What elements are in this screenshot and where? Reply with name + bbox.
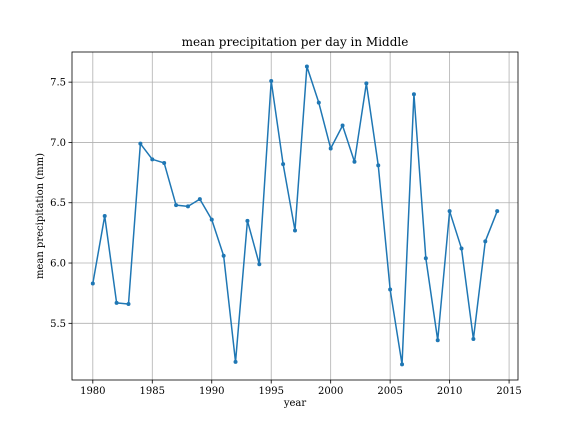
chart-title: mean precipitation per day in Middle [182,35,409,49]
data-point [316,100,321,105]
data-point [483,239,488,244]
y-tick-label: 6.5 [50,198,66,209]
data-point [174,203,179,208]
data-point [150,157,155,162]
y-tick-label: 7.5 [50,78,66,89]
data-point [411,92,416,97]
data-point [162,160,167,165]
data-point [364,81,369,86]
x-tick-label: 2000 [318,386,343,397]
y-axis-label: mean precipitation (mm) [35,153,46,279]
data-point [352,159,357,164]
data-point [197,197,202,202]
data-point [495,209,500,214]
data-point [221,253,226,258]
y-tick-label: 5.5 [50,319,66,330]
data-point [376,163,381,168]
data-point [281,162,286,167]
data-point [423,256,428,261]
data-point [340,123,345,128]
x-axis-label: year [283,398,307,409]
x-tick-label: 1995 [258,386,283,397]
ticks: 1980 1985 1990 1995 2000 2005 2010 2015 5.5 6.0 6.… [50,78,522,397]
data-point [435,338,440,343]
data-point [185,204,190,209]
data-point [304,64,309,69]
series [90,64,500,367]
plot-area-frame [71,51,519,381]
data-point [269,78,274,83]
data-point [388,287,393,292]
data-point [245,218,250,223]
data-point [328,146,333,151]
data-point [459,246,464,251]
x-tick-label: 2015 [496,386,521,397]
x-tick-label: 1980 [80,386,105,397]
data-point [257,262,262,267]
data-point [293,228,297,233]
data-point [114,300,119,305]
data-point [447,209,452,214]
y-tick-label: 6.0 [50,259,66,270]
data-point [90,281,95,286]
grid [72,52,518,380]
x-tick-label: 1990 [199,386,224,397]
x-tick-label: 2010 [437,386,462,397]
x-tick-label: 1985 [140,386,165,397]
data-point [102,214,107,218]
data-point [126,302,131,307]
data-point [471,337,476,341]
data-point [209,217,214,222]
data-point [233,359,238,364]
data-point [400,362,405,367]
y-tick-label: 7.0 [50,138,66,149]
data-point [138,141,143,146]
x-tick-label: 2005 [377,386,402,397]
